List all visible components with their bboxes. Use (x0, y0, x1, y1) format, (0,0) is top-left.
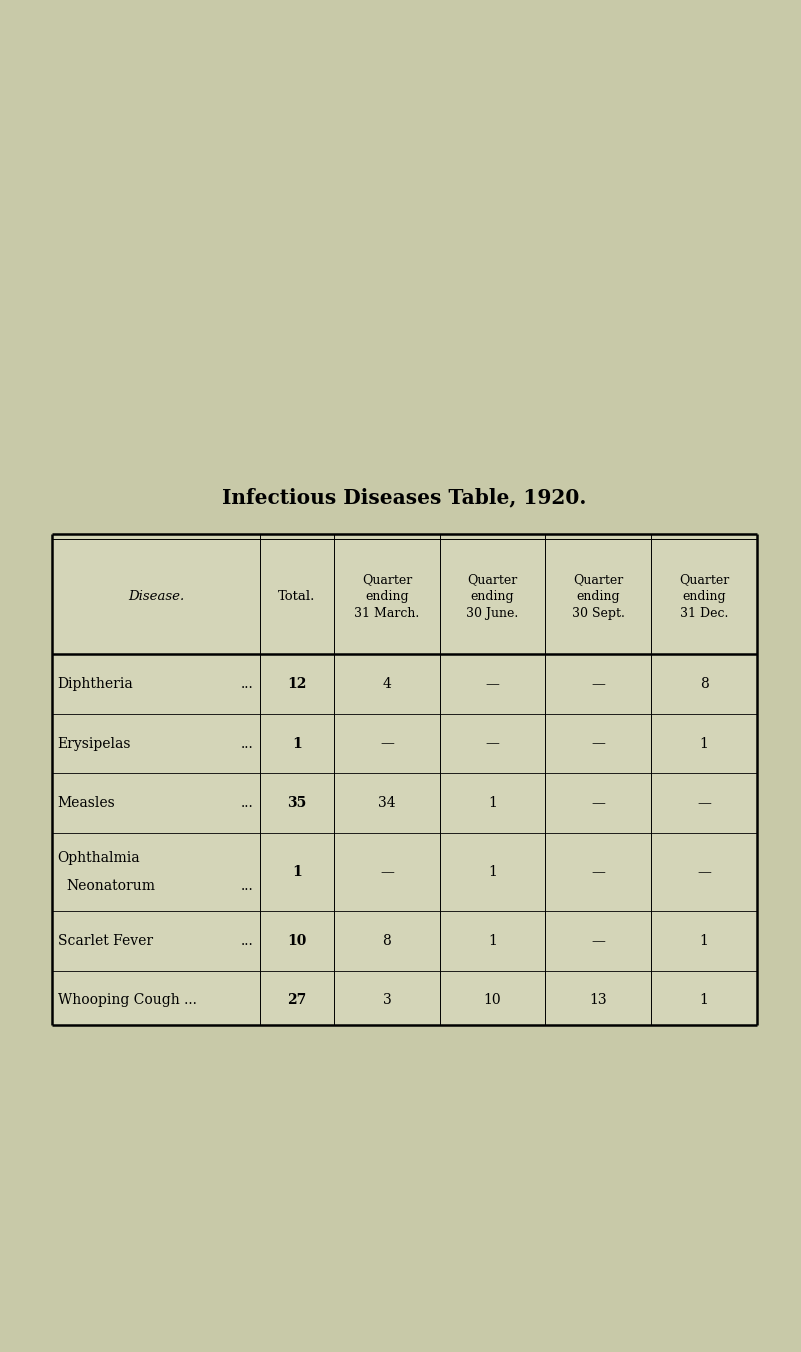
Text: 1: 1 (699, 737, 709, 750)
Text: 1: 1 (488, 934, 497, 948)
Text: Disease.: Disease. (128, 591, 184, 603)
Text: 10: 10 (288, 934, 307, 948)
Text: 1: 1 (699, 994, 709, 1007)
Text: Quarter
ending
30 June.: Quarter ending 30 June. (466, 573, 519, 621)
Text: Erysipelas: Erysipelas (58, 737, 131, 750)
Text: —: — (591, 677, 606, 691)
Text: 8: 8 (383, 934, 391, 948)
Text: 35: 35 (288, 796, 307, 810)
Text: 4: 4 (382, 677, 392, 691)
Text: —: — (485, 677, 500, 691)
Text: Infectious Diseases Table, 1920.: Infectious Diseases Table, 1920. (223, 487, 586, 507)
Text: —: — (485, 737, 500, 750)
Text: Quarter
ending
30 Sept.: Quarter ending 30 Sept. (572, 573, 625, 621)
Bar (52, 534, 757, 1025)
Text: Quarter
ending
31 March.: Quarter ending 31 March. (354, 573, 420, 621)
Text: —: — (591, 796, 606, 810)
Text: ...: ... (241, 879, 254, 894)
Text: ...: ... (241, 737, 254, 750)
Text: 8: 8 (700, 677, 708, 691)
Text: 1: 1 (488, 865, 497, 879)
Text: 1: 1 (292, 865, 302, 879)
Text: ...: ... (241, 934, 254, 948)
Text: 13: 13 (590, 994, 607, 1007)
Text: 34: 34 (378, 796, 396, 810)
Text: Neonatorum: Neonatorum (66, 879, 155, 894)
Text: 10: 10 (484, 994, 501, 1007)
Text: —: — (591, 865, 606, 879)
Text: —: — (591, 934, 606, 948)
Text: 1: 1 (292, 737, 302, 750)
Text: 1: 1 (699, 934, 709, 948)
Text: Scarlet Fever: Scarlet Fever (58, 934, 153, 948)
Text: ...: ... (241, 796, 254, 810)
Text: 1: 1 (488, 796, 497, 810)
Text: —: — (380, 737, 394, 750)
Text: Whooping Cough ...: Whooping Cough ... (58, 994, 196, 1007)
Text: Quarter
ending
31 Dec.: Quarter ending 31 Dec. (679, 573, 729, 621)
Text: Diphtheria: Diphtheria (58, 677, 134, 691)
Text: ...: ... (241, 677, 254, 691)
Text: 12: 12 (288, 677, 307, 691)
Text: —: — (591, 737, 606, 750)
Text: —: — (697, 865, 711, 879)
Text: Ophthalmia: Ophthalmia (58, 850, 140, 865)
Text: Measles: Measles (58, 796, 115, 810)
Text: 3: 3 (383, 994, 391, 1007)
Text: Total.: Total. (278, 591, 316, 603)
Text: 27: 27 (288, 994, 307, 1007)
Text: —: — (380, 865, 394, 879)
Text: —: — (697, 796, 711, 810)
